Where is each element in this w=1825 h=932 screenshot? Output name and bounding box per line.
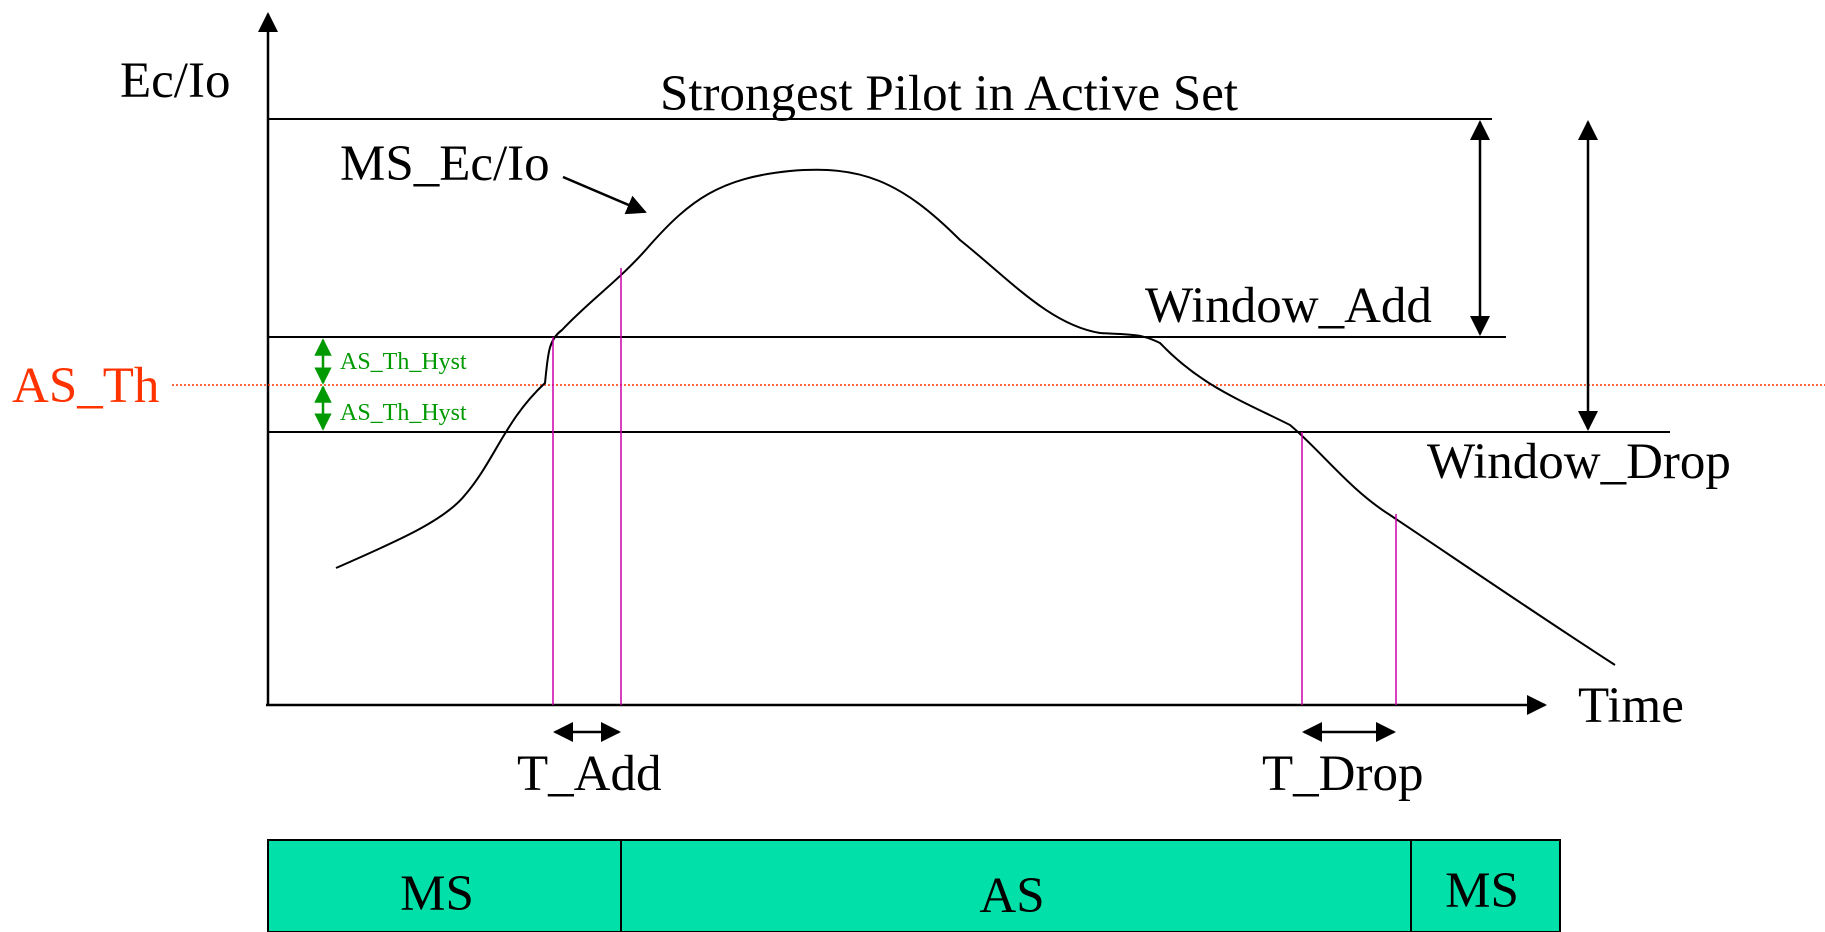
ms-ecio-curve <box>335 168 1616 666</box>
t-add-label: T_Add <box>517 746 661 802</box>
as-th-label: AS_Th <box>12 358 159 414</box>
y-axis-label: Ec/Io <box>120 53 230 109</box>
strongest-pilot-label: Strongest Pilot in Active Set <box>660 66 1238 122</box>
window-add-label: Window_Add <box>1145 278 1432 334</box>
state-bar: MS AS MS <box>267 839 1561 932</box>
x-axis-label: Time <box>1578 678 1684 734</box>
ms-ecio-label: MS_Ec/Io <box>340 136 550 192</box>
window-drop-label: Window_Drop <box>1427 434 1731 490</box>
hyst-lower-label: AS_Th_Hyst <box>340 400 467 426</box>
state-segment-ms-1 <box>267 839 622 932</box>
state-label-ms-1: MS <box>400 866 474 922</box>
hyst-upper-label: AS_Th_Hyst <box>340 349 467 375</box>
state-segment-ms-2 <box>1410 839 1561 932</box>
state-label-ms-2: MS <box>1445 863 1519 919</box>
state-label-as: AS <box>979 868 1044 924</box>
t-drop-label: T_Drop <box>1262 746 1423 802</box>
ms-ecio-pointer <box>562 175 647 215</box>
